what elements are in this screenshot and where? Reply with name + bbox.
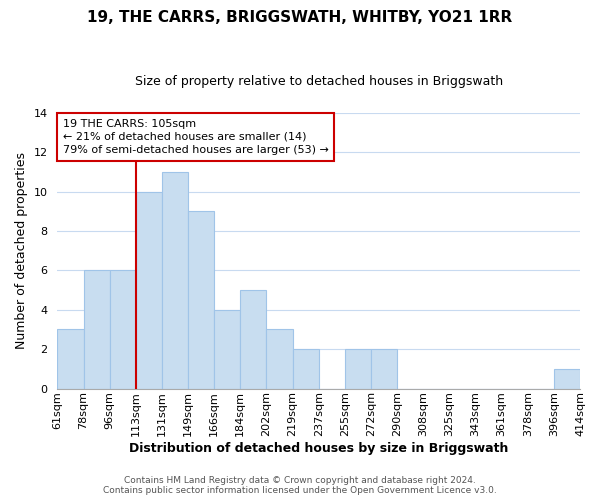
Text: Contains HM Land Registry data © Crown copyright and database right 2024.
Contai: Contains HM Land Registry data © Crown c… <box>103 476 497 495</box>
Bar <box>110 270 136 388</box>
Bar <box>345 349 371 389</box>
Bar <box>83 270 110 388</box>
Bar <box>58 330 83 388</box>
Text: 19 THE CARRS: 105sqm
← 21% of detached houses are smaller (14)
79% of semi-detac: 19 THE CARRS: 105sqm ← 21% of detached h… <box>62 118 329 155</box>
Bar <box>554 369 580 388</box>
Bar <box>162 172 188 388</box>
Bar <box>266 330 293 388</box>
Bar <box>293 349 319 389</box>
Bar <box>241 290 266 388</box>
Bar <box>188 212 214 388</box>
Text: 19, THE CARRS, BRIGGSWATH, WHITBY, YO21 1RR: 19, THE CARRS, BRIGGSWATH, WHITBY, YO21 … <box>88 10 512 25</box>
Bar <box>214 310 241 388</box>
Y-axis label: Number of detached properties: Number of detached properties <box>15 152 28 349</box>
Bar <box>136 192 162 388</box>
Title: Size of property relative to detached houses in Briggswath: Size of property relative to detached ho… <box>134 75 503 88</box>
Bar <box>371 349 397 389</box>
X-axis label: Distribution of detached houses by size in Briggswath: Distribution of detached houses by size … <box>129 442 508 455</box>
